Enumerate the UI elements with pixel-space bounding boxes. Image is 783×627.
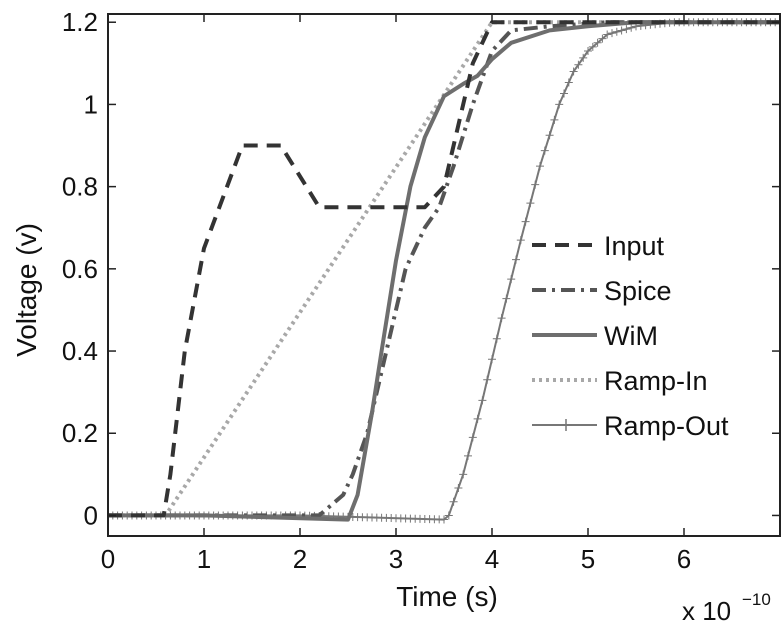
ramp-out-marker <box>627 23 636 32</box>
ramp-out-marker <box>555 100 564 109</box>
y-tick-label: 1 <box>84 89 98 119</box>
plot-frame <box>107 13 781 537</box>
ramp-out-marker <box>564 78 573 87</box>
ramp-out-marker <box>588 42 597 51</box>
y-tick-label: 0.4 <box>62 336 98 366</box>
x-tick-label: 4 <box>485 544 499 574</box>
series-line-spice <box>108 20 780 518</box>
ramp-out-marker <box>444 511 453 520</box>
ramp-out-marker <box>612 27 621 36</box>
ramp-out-marker <box>540 146 549 155</box>
ramp-out-marker <box>531 180 540 189</box>
ramp-out-marker <box>488 355 496 364</box>
x-tick-label: 5 <box>581 544 595 574</box>
plot-area <box>108 18 780 524</box>
legend-marker-ramp-out <box>560 419 572 431</box>
ramp-out-marker <box>497 314 506 323</box>
y-tick-label: 0 <box>84 500 98 530</box>
series-line-input <box>108 20 780 518</box>
ramp-out-marker <box>492 334 501 343</box>
legend-label-input: Input <box>604 231 665 261</box>
ramp-out-marker <box>608 29 616 38</box>
series-line-wim <box>108 20 780 522</box>
ramp-out-marker <box>512 255 520 264</box>
x-axis-multiplier: x 10 <box>682 596 731 626</box>
x-tick-label: 2 <box>293 544 307 574</box>
y-tick-label: 1.2 <box>62 7 98 37</box>
x-tick-label: 3 <box>389 544 403 574</box>
ramp-out-marker <box>622 25 631 34</box>
ramp-out-marker <box>569 67 578 76</box>
legend-label-ramp-out: Ramp-Out <box>604 411 729 441</box>
x-axis-multiplier-base: x 10 <box>682 596 731 626</box>
ramp-out-marker <box>617 26 626 35</box>
legend-label-ramp-in: Ramp-In <box>604 366 708 396</box>
ramp-out-marker <box>521 217 530 226</box>
x-axis-multiplier-exponent: −10 <box>742 590 771 609</box>
ramp-out-marker <box>593 38 602 47</box>
ramp-out-marker <box>545 131 554 140</box>
ramp-out-marker <box>464 451 472 460</box>
ramp-out-marker <box>449 497 458 506</box>
axis-ticks: 0 1 2 3 4 5 6 0 0.2 0.4 0.6 0.8 1 1.2 <box>62 7 780 574</box>
ramp-out-marker <box>502 294 511 303</box>
x-tick-label: 1 <box>197 544 211 574</box>
ramp-out-marker <box>536 162 544 171</box>
legend-label-spice: Spice <box>604 276 672 306</box>
legend: Input Spice WiM Ramp-In Ramp-Out <box>532 231 729 441</box>
ramp-out-marker <box>516 236 525 245</box>
x-axis-label: Time (s) <box>396 581 498 612</box>
ramp-out-marker <box>473 414 482 423</box>
ramp-out-marker <box>584 46 592 55</box>
ramp-out-marker <box>478 396 487 405</box>
y-tick-label: 0.8 <box>62 172 98 202</box>
ramp-out-marker <box>579 53 588 62</box>
ramp-out-marker <box>483 375 492 384</box>
ramp-out-marker <box>526 199 535 208</box>
ramp-out-marker <box>560 89 568 98</box>
y-tick-label: 0.2 <box>62 418 98 448</box>
ramp-out-marker <box>550 115 559 124</box>
ramp-out-marker <box>598 34 607 43</box>
ramp-out-marker <box>440 515 448 524</box>
ramp-out-marker <box>459 470 468 479</box>
ramp-out-marker <box>507 275 516 284</box>
ramp-out-marker <box>603 30 612 39</box>
ramp-out-marker <box>574 60 583 69</box>
x-tick-label: 0 <box>101 544 115 574</box>
ramp-out-marker <box>468 433 477 442</box>
ramp-out-marker <box>454 484 463 493</box>
legend-label-wim: WiM <box>604 321 658 351</box>
x-tick-label: 6 <box>677 544 691 574</box>
y-axis-label: Voltage (v) <box>11 223 42 357</box>
y-tick-label: 0.6 <box>62 254 98 284</box>
